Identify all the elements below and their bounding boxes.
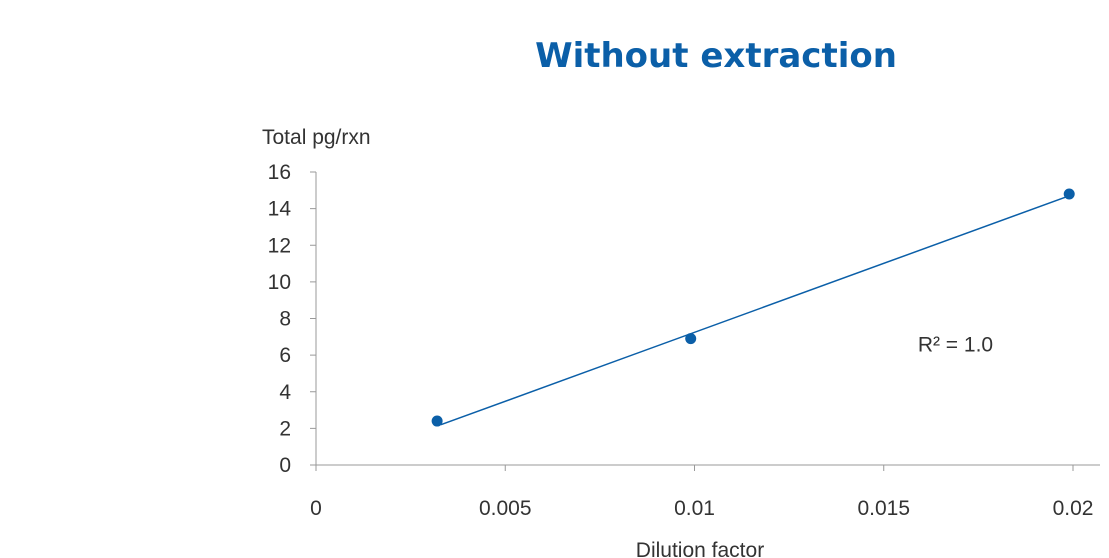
- y-tick-label: 6: [279, 344, 291, 367]
- chart-title: Without extraction: [535, 36, 897, 76]
- x-axis-label: Dilution factor: [636, 539, 764, 558]
- x-tick-label: 0.02: [1053, 497, 1094, 520]
- y-tick-label: 2: [279, 417, 291, 440]
- y-tick-label: 14: [268, 198, 292, 221]
- data-point: [1063, 188, 1075, 200]
- data-point: [431, 415, 443, 427]
- x-tick-label: 0.005: [479, 497, 532, 520]
- data-point: [685, 333, 697, 345]
- y-tick-label: 16: [268, 161, 291, 184]
- y-tick-label: 4: [279, 381, 291, 404]
- y-axis-label: Total pg/rxn: [262, 126, 371, 149]
- trendline-layer: [440, 195, 1070, 426]
- x-tick-label: 0.01: [674, 497, 715, 520]
- y-tick-label: 0: [279, 454, 291, 477]
- y-tick-label: 12: [268, 234, 291, 257]
- annotations: R² = 1.0: [918, 333, 993, 356]
- y-tick-label: 10: [268, 271, 291, 294]
- x-tick-label: 0: [310, 497, 322, 520]
- axes: 0 2 4 6 8 10 12 14 16 0 0.005 0.01 0.015 0.02: [268, 161, 1100, 520]
- y-tick-label: 8: [279, 308, 291, 331]
- data-points: [431, 188, 1075, 427]
- trend-line: [440, 195, 1070, 426]
- r-squared-annotation: R² = 1.0: [918, 333, 993, 356]
- x-tick-label: 0.015: [857, 497, 910, 520]
